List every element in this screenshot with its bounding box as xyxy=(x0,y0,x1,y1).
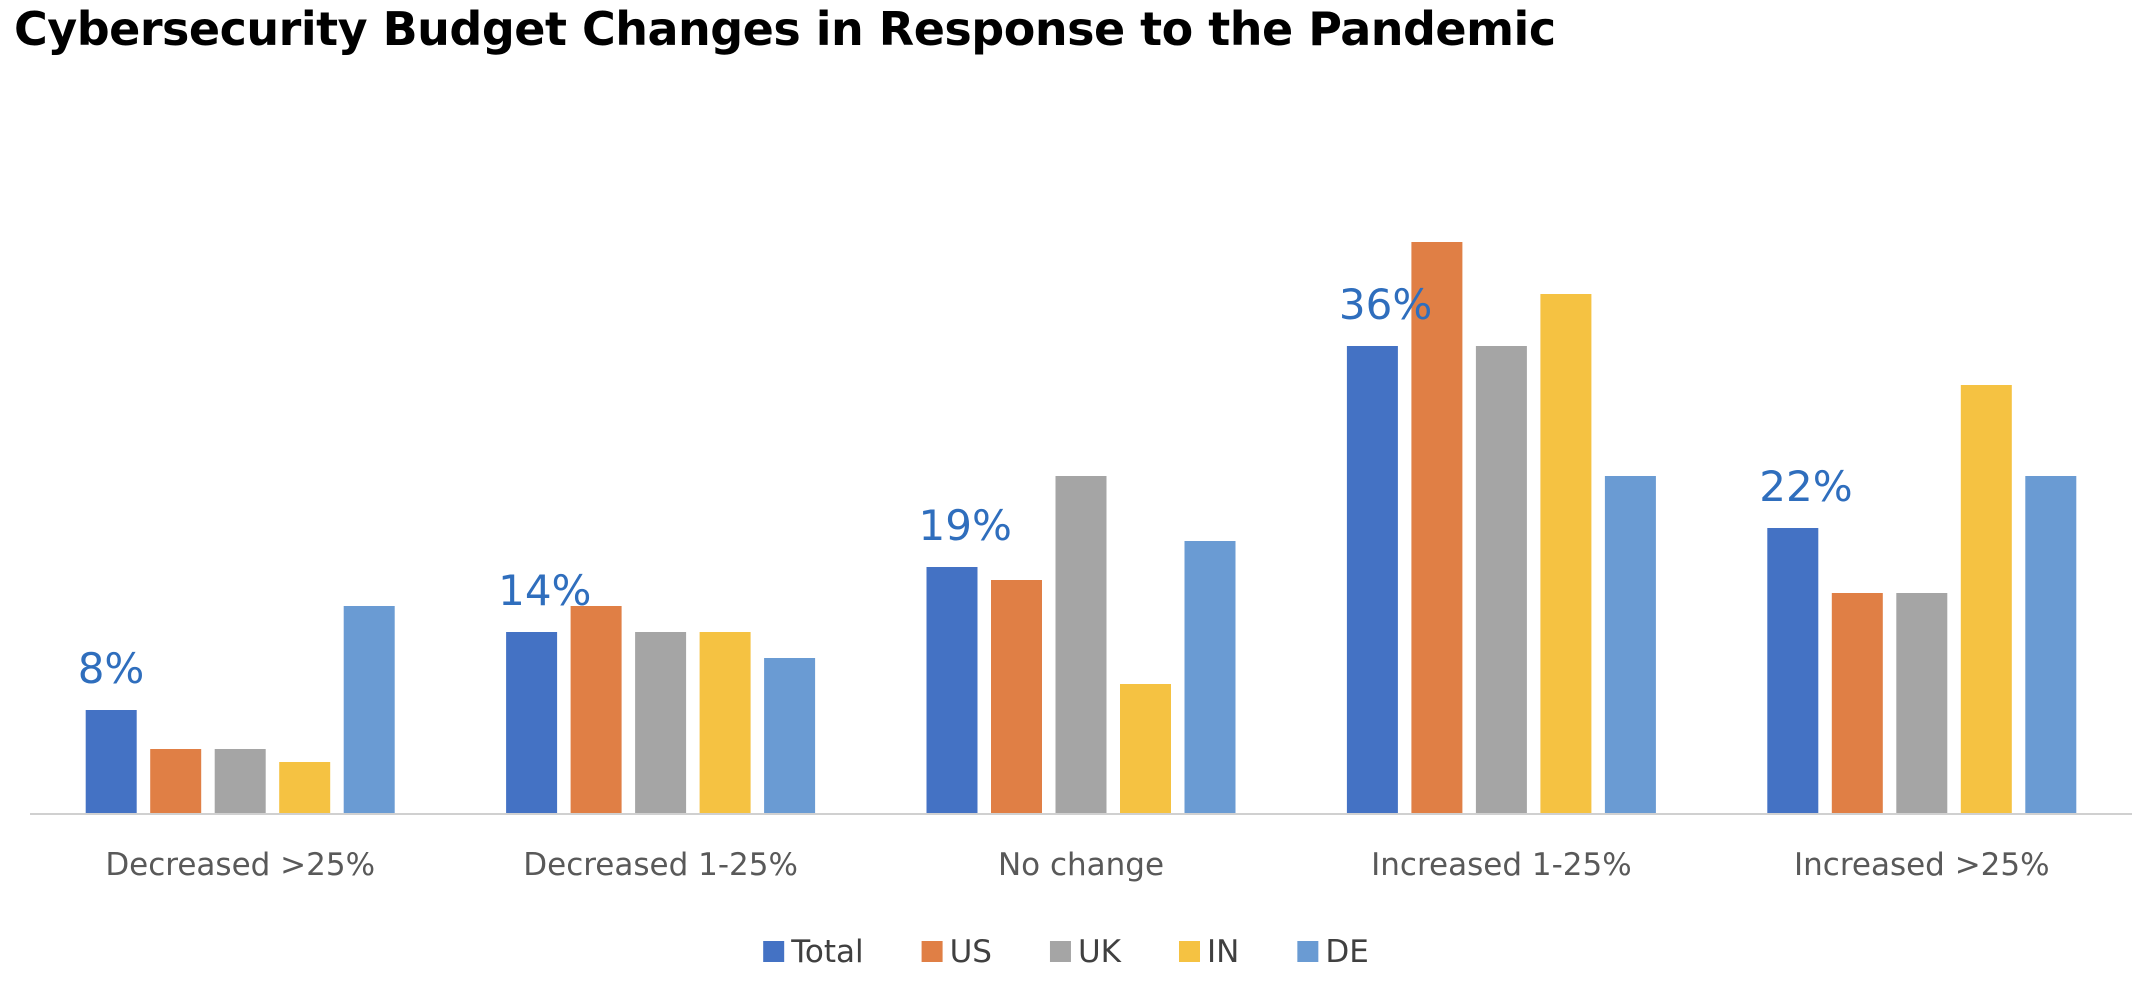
legend-swatch-uk xyxy=(1049,941,1071,962)
legend-label-de: DE xyxy=(1325,934,1368,970)
bar-uk-increased-1-25 xyxy=(1475,346,1527,814)
data-label-no-change: 19% xyxy=(919,501,1012,550)
legend: Total US UK IN DE xyxy=(763,934,1369,970)
data-label-increased-1-25: 36% xyxy=(1339,280,1432,329)
legend-label-us: US xyxy=(950,934,992,970)
x-tick-label-no-change: No change xyxy=(998,847,1164,883)
legend-swatch-total xyxy=(763,941,785,962)
bar-in-no-change xyxy=(1120,684,1171,814)
bar-us-decreased-25 xyxy=(150,749,202,814)
x-tick-label-increased-25: Increased >25% xyxy=(1794,847,2050,883)
bar-in-increased-1-25 xyxy=(1540,294,1592,814)
bar-us-decreased-1-25 xyxy=(570,606,622,814)
data-label-decreased-1-25: 14% xyxy=(498,566,591,615)
x-tick-label-decreased-1-25: Decreased 1-25% xyxy=(523,847,798,883)
bars-layer xyxy=(85,242,2077,814)
bar-in-decreased-25 xyxy=(279,762,331,814)
bar-in-increased-25 xyxy=(1960,385,2012,814)
bar-de-no-change xyxy=(1184,541,1236,814)
bar-uk-no-change xyxy=(1055,476,1107,814)
legend-label-total: Total xyxy=(790,934,863,970)
legend-label-in: IN xyxy=(1207,934,1239,970)
bar-de-increased-1-25 xyxy=(1604,476,1656,814)
x-axis-ticks: Decreased >25% Decreased 1-25% No change In… xyxy=(105,847,2049,883)
bar-de-decreased-1-25 xyxy=(764,658,816,814)
bar-de-increased-25 xyxy=(2025,476,2077,814)
x-tick-label-increased-1-25: Increased 1-25% xyxy=(1371,847,1632,883)
data-labels-layer: 8% 14% 19% 36% 22% xyxy=(78,280,1853,693)
bar-total-no-change xyxy=(926,567,978,814)
data-label-decreased-25: 8% xyxy=(78,644,145,693)
legend-label-uk: UK xyxy=(1078,934,1122,970)
bar-us-increased-25 xyxy=(1831,593,1883,814)
legend-swatch-us xyxy=(921,941,943,962)
data-label-increased-25: 22% xyxy=(1759,462,1852,511)
legend-swatch-in xyxy=(1179,941,1200,962)
bar-total-increased-25 xyxy=(1767,528,1819,814)
bar-us-no-change xyxy=(991,580,1042,814)
bar-total-decreased-1-25 xyxy=(506,632,558,814)
bar-uk-decreased-25 xyxy=(214,749,266,814)
bar-total-increased-1-25 xyxy=(1346,346,1398,814)
bar-uk-decreased-1-25 xyxy=(635,632,687,814)
bar-in-decreased-1-25 xyxy=(699,632,751,814)
bar-total-decreased-25 xyxy=(85,710,137,814)
legend-swatch-de xyxy=(1297,941,1319,962)
bar-uk-increased-25 xyxy=(1896,593,1948,814)
x-tick-label-decreased-25: Decreased >25% xyxy=(105,847,375,883)
chart-title: Cybersecurity Budget Changes in Response… xyxy=(14,2,1556,56)
bar-us-increased-1-25 xyxy=(1411,242,1463,814)
bar-de-decreased-25 xyxy=(343,606,395,814)
